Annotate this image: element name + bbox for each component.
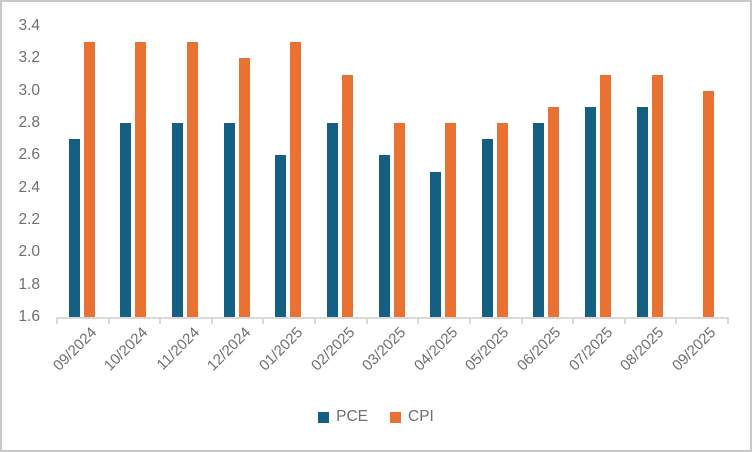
pce-bar xyxy=(326,123,338,317)
y-axis-tick-label: 2.6 xyxy=(18,146,40,164)
cpi-bar xyxy=(290,42,302,317)
pce-bar xyxy=(172,123,184,317)
y-axis-tick-label: 1.8 xyxy=(18,275,40,293)
x-axis-tick-label-text: 09/2024 xyxy=(49,324,100,375)
x-axis-tick-label-text: 06/2025 xyxy=(513,324,565,375)
x-axis-tick-label-text: 05/2025 xyxy=(462,324,513,375)
cpi-bar xyxy=(393,123,405,317)
legend-swatch-pce xyxy=(318,411,330,423)
x-axis-tick-label-text: 07/2025 xyxy=(565,324,616,375)
x-axis-tick-mark xyxy=(210,317,213,324)
y-axis-tick-label: 1.6 xyxy=(18,308,40,325)
cpi-bar xyxy=(599,74,611,317)
y-axis-tick-label: 2.2 xyxy=(18,211,40,228)
x-axis-tick-mark xyxy=(468,317,471,324)
x-axis-tick-label-text: 08/2025 xyxy=(617,324,668,375)
cpi-bar xyxy=(341,74,353,317)
x-axis-tick-label-text: 04/2025 xyxy=(410,324,462,375)
y-axis-tick-label: 2.4 xyxy=(18,178,40,196)
pce-bar xyxy=(533,123,545,317)
x-axis-tick-label-text: 11/2024 xyxy=(153,324,204,374)
y-axis-tick-label: 3.0 xyxy=(18,81,40,99)
x-axis-tick-label-text: 12/2024 xyxy=(204,324,255,375)
x-axis-tick-label-text: 01/2025 xyxy=(255,324,307,375)
pce-bar xyxy=(223,123,235,317)
pce-bar xyxy=(68,139,80,317)
legend-swatch-cpi xyxy=(390,411,402,423)
cpi-bar xyxy=(187,42,199,317)
x-axis-tick-mark xyxy=(159,317,162,324)
legend-item: CPI xyxy=(390,408,434,426)
x-axis-tick-mark xyxy=(572,317,575,324)
pce-bar xyxy=(120,123,132,317)
pce-bar xyxy=(481,139,493,317)
cpi-bar xyxy=(83,42,95,317)
y-axis-tick-label: 3.2 xyxy=(18,49,40,67)
pce-bar xyxy=(430,171,442,317)
x-axis-tick-mark xyxy=(675,317,678,324)
x-axis-tick-mark xyxy=(727,317,729,324)
legend-label-cpi: CPI xyxy=(408,408,434,425)
x-axis-tick-mark xyxy=(365,317,368,324)
x-axis-tick-mark xyxy=(520,317,523,324)
pce-bar xyxy=(378,155,390,317)
x-axis-tick-label-text: 09/2025 xyxy=(668,324,720,375)
x-axis-tick-mark xyxy=(314,317,317,324)
x-axis-tick-label-text: 10/2024 xyxy=(101,324,152,375)
pce-bar xyxy=(636,106,648,317)
cpi-bar xyxy=(135,42,147,317)
x-axis-tick-mark xyxy=(56,317,58,324)
x-axis-tick-mark xyxy=(107,317,110,324)
cpi-bar xyxy=(238,58,250,317)
x-axis-tick-label-text: 03/2025 xyxy=(359,324,410,375)
x-axis-tick-mark xyxy=(262,317,265,324)
y-axis-tick-label: 2.8 xyxy=(18,114,40,131)
pce-bar xyxy=(584,106,596,317)
legend-item: PCE xyxy=(318,408,368,426)
x-axis-line xyxy=(56,317,729,319)
cpi-bar xyxy=(548,106,560,317)
x-axis-tick-mark xyxy=(623,317,626,324)
cpi-bar xyxy=(496,123,508,317)
cpi-bar xyxy=(445,123,457,317)
y-axis-tick-label: 3.4 xyxy=(18,17,40,34)
pce-bar xyxy=(275,155,287,317)
x-axis-tick-label-text: 02/2025 xyxy=(307,324,358,375)
cpi-bar xyxy=(703,90,715,317)
y-axis-tick-label: 2.0 xyxy=(18,243,40,261)
cpi-bar xyxy=(651,74,663,317)
x-axis-tick-mark xyxy=(417,317,420,324)
legend-label-pce: PCE xyxy=(336,408,369,425)
legend: PCE CPI xyxy=(2,408,750,426)
